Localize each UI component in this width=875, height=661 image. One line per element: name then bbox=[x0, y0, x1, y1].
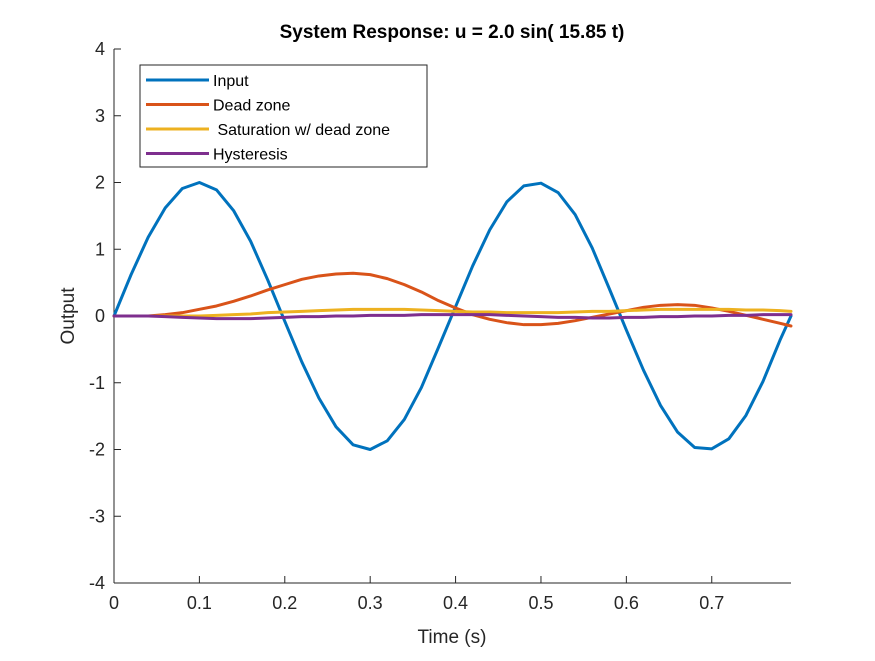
y-tick-label: -3 bbox=[89, 506, 105, 526]
legend-label: Saturation w/ dead zone bbox=[213, 122, 390, 139]
series-line-4 bbox=[112, 313, 793, 321]
legend: Input Dead zone Saturation w/ dead zone Hy… bbox=[139, 64, 428, 168]
legend-label: Dead zone bbox=[213, 98, 290, 115]
chart-title: System Response: u = 2.0 sin( 15.85 t) bbox=[280, 22, 625, 43]
y-tick-label: 0 bbox=[95, 306, 105, 326]
y-axis-ticks: -4 -3 -2 -1 0 1 2 3 4 bbox=[89, 39, 121, 593]
series-line-2 bbox=[112, 271, 793, 328]
x-tick-label: 0.3 bbox=[358, 593, 383, 613]
x-tick-label: 0.7 bbox=[699, 593, 724, 613]
legend-label: Hysteresis bbox=[213, 147, 288, 164]
series-lines bbox=[112, 181, 793, 451]
x-tick-label: 0.6 bbox=[614, 593, 639, 613]
x-axis-ticks: 0 0.1 0.2 0.3 0.4 0.5 0.6 0.7 bbox=[109, 576, 724, 613]
y-tick-label: 2 bbox=[95, 173, 105, 193]
x-tick-label: 0 bbox=[109, 593, 119, 613]
series-line-3 bbox=[112, 307, 793, 318]
y-tick-label: -1 bbox=[89, 373, 105, 393]
x-axis-label: Time (s) bbox=[418, 627, 487, 648]
y-axis-label: Output bbox=[58, 287, 79, 345]
x-tick-label: 0.1 bbox=[187, 593, 212, 613]
legend-box bbox=[139, 64, 428, 168]
y-tick-label: -4 bbox=[89, 573, 105, 593]
y-tick-label: 4 bbox=[95, 39, 105, 59]
x-tick-label: 0.4 bbox=[443, 593, 468, 613]
y-tick-label: 1 bbox=[95, 239, 105, 259]
x-tick-label: 0.2 bbox=[272, 593, 297, 613]
x-tick-label: 0.5 bbox=[528, 593, 553, 613]
y-tick-label: 3 bbox=[95, 106, 105, 126]
legend-label: Input bbox=[213, 73, 249, 90]
y-tick-label: -2 bbox=[89, 440, 105, 460]
